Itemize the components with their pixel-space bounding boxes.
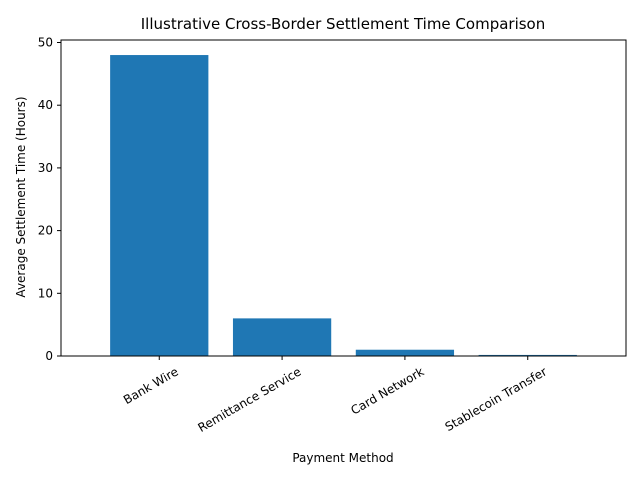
y-axis: 0 10 20 30 40 50 [38, 36, 61, 363]
plot-frame [60, 39, 627, 357]
y-tick-label: 0 [45, 349, 53, 363]
x-tick-label-remittance-service: Remittance Service [196, 364, 304, 434]
y-tick-label: 30 [38, 161, 53, 175]
x-tick-label-bank-wire: Bank Wire [121, 364, 181, 407]
x-axis: Bank Wire Remittance Service Card Network S… [121, 356, 549, 435]
x-tick-label-card-network: Card Network [348, 364, 426, 417]
x-tick-label-stablecoin-transfer: Stablecoin Transfer [443, 364, 550, 434]
y-tick-label: 40 [38, 98, 53, 112]
bar-stablecoin-transfer [478, 354, 577, 356]
bars-group [110, 55, 577, 357]
y-tick-label: 10 [38, 286, 53, 300]
bar-remittance-service [232, 318, 332, 356]
bar-card-network [355, 349, 455, 356]
y-tick-label: 20 [38, 224, 53, 238]
chart-title: Illustrative Cross-Border Settlement Tim… [141, 15, 546, 33]
y-tick-label: 50 [38, 36, 53, 50]
x-axis-label: Payment Method [292, 451, 393, 465]
y-axis-label: Average Settlement Time (Hours) [14, 96, 28, 297]
bar-bank-wire [110, 55, 209, 357]
